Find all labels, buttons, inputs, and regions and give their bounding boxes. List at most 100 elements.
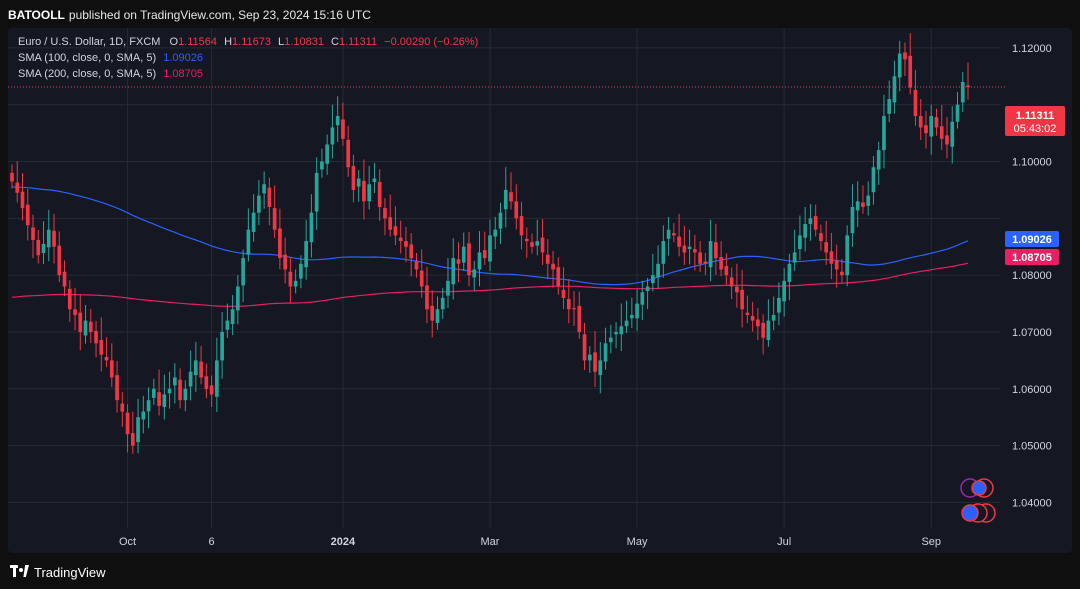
candle-body	[577, 305, 582, 332]
candle-body	[41, 243, 46, 253]
candle-body	[467, 243, 471, 276]
candle-body	[362, 180, 366, 202]
candle-body	[635, 303, 639, 319]
candle-body	[78, 312, 83, 332]
candle-body	[608, 337, 613, 343]
candle-body	[435, 309, 440, 323]
candle-body	[325, 144, 330, 164]
y-tick-label: 1.08000	[1012, 270, 1052, 282]
candle-body	[109, 360, 114, 378]
candle-body	[320, 161, 324, 170]
axes: 1.04000 1.05000 1.06000 1.07000 1.08000 1.100…	[119, 43, 1052, 548]
candle-body	[335, 116, 340, 126]
candle-body	[199, 361, 203, 378]
candle-body	[251, 212, 256, 232]
candle-body	[257, 195, 261, 213]
eu-flag-icon-2[interactable]	[961, 504, 979, 522]
candle-body	[640, 292, 645, 305]
y-tick-label: 1.06000	[1012, 384, 1052, 396]
x-tick-label: Mar	[481, 536, 500, 548]
candle-body	[104, 356, 109, 361]
candle-body	[83, 320, 88, 336]
candle-body	[892, 76, 897, 103]
candle-body	[172, 377, 177, 386]
candle-body	[672, 233, 676, 236]
candle-body	[46, 229, 51, 248]
candle-body	[278, 228, 282, 259]
candle-body	[330, 127, 335, 145]
candle-body	[587, 354, 592, 361]
candle-body	[482, 250, 487, 259]
candle-body	[950, 121, 955, 147]
candle-body	[472, 269, 477, 278]
candle-body	[288, 271, 293, 287]
candle-body	[808, 218, 813, 225]
footer-brand[interactable]: TradingView	[10, 562, 106, 582]
candle-body	[813, 216, 818, 230]
sma100-path	[11, 186, 969, 286]
candle-body	[304, 241, 308, 268]
candle-body	[514, 201, 519, 219]
chart-frame	[8, 28, 1072, 553]
close-value: 1.11311	[338, 36, 378, 48]
candle-body	[903, 52, 907, 60]
candle-body	[745, 312, 750, 315]
candle-body	[225, 320, 230, 330]
candle-body	[383, 208, 387, 219]
candle-body	[451, 258, 456, 285]
candle-body	[535, 241, 540, 246]
eu-flag-icon[interactable]	[971, 480, 987, 496]
candle-body	[656, 263, 660, 278]
candle-body	[708, 241, 713, 268]
candle-body	[351, 166, 356, 190]
candle-body	[929, 116, 934, 137]
candle-body	[267, 187, 272, 207]
sma100-line	[11, 186, 969, 286]
candle-body	[293, 280, 298, 287]
last-price-tag-bg	[1005, 106, 1065, 136]
candle-body	[341, 119, 345, 139]
sma200-row[interactable]: SMA (200, close, 0, SMA, 5) 1.08705	[18, 66, 478, 82]
candle-body	[461, 246, 466, 263]
candle-body	[908, 55, 913, 88]
candle-body	[782, 280, 786, 302]
sma100-row[interactable]: SMA (100, close, 0, SMA, 5) 1.09026	[18, 50, 478, 66]
candle-body	[593, 352, 597, 372]
candle-body	[509, 192, 513, 202]
candle-body	[834, 260, 839, 270]
candle-body	[367, 184, 372, 202]
candle-body	[819, 233, 823, 242]
candle-body	[687, 246, 692, 250]
candle-body	[897, 53, 902, 78]
candle-body	[614, 331, 618, 335]
sma200-tag-bg	[1005, 249, 1059, 265]
candle-body	[524, 238, 529, 242]
candle-body	[740, 289, 744, 310]
sma200-line	[11, 262, 969, 308]
candle-body	[188, 371, 193, 387]
candle-body	[283, 254, 287, 270]
last-price-tag: 1.11311	[1016, 110, 1055, 122]
x-tick-label: Sep	[921, 536, 941, 548]
candle-body	[183, 388, 188, 401]
candle-body	[419, 270, 424, 287]
change-value: −0.00290 (−0.26%)	[384, 36, 479, 48]
candle-body	[761, 322, 765, 338]
candle-body	[551, 263, 555, 270]
symbol-label[interactable]: Euro / U.S. Dollar, 1D, FXCM	[18, 36, 161, 48]
candle-body	[377, 181, 382, 207]
event-markers[interactable]	[960, 478, 996, 523]
chart-legend: Euro / U.S. Dollar, 1D, FXCM O1.11564 H1…	[18, 34, 478, 82]
candle-body	[735, 286, 739, 293]
candle-body	[115, 375, 119, 401]
candle-body	[619, 326, 624, 335]
candle-body	[446, 280, 450, 296]
candle-body	[598, 360, 603, 376]
candle-body	[882, 116, 886, 151]
x-tick-label: 2024	[331, 536, 356, 548]
candle-body	[204, 376, 209, 389]
brand-name: TradingView	[34, 564, 106, 580]
candle-body	[157, 392, 161, 406]
candle-body	[414, 261, 419, 270]
